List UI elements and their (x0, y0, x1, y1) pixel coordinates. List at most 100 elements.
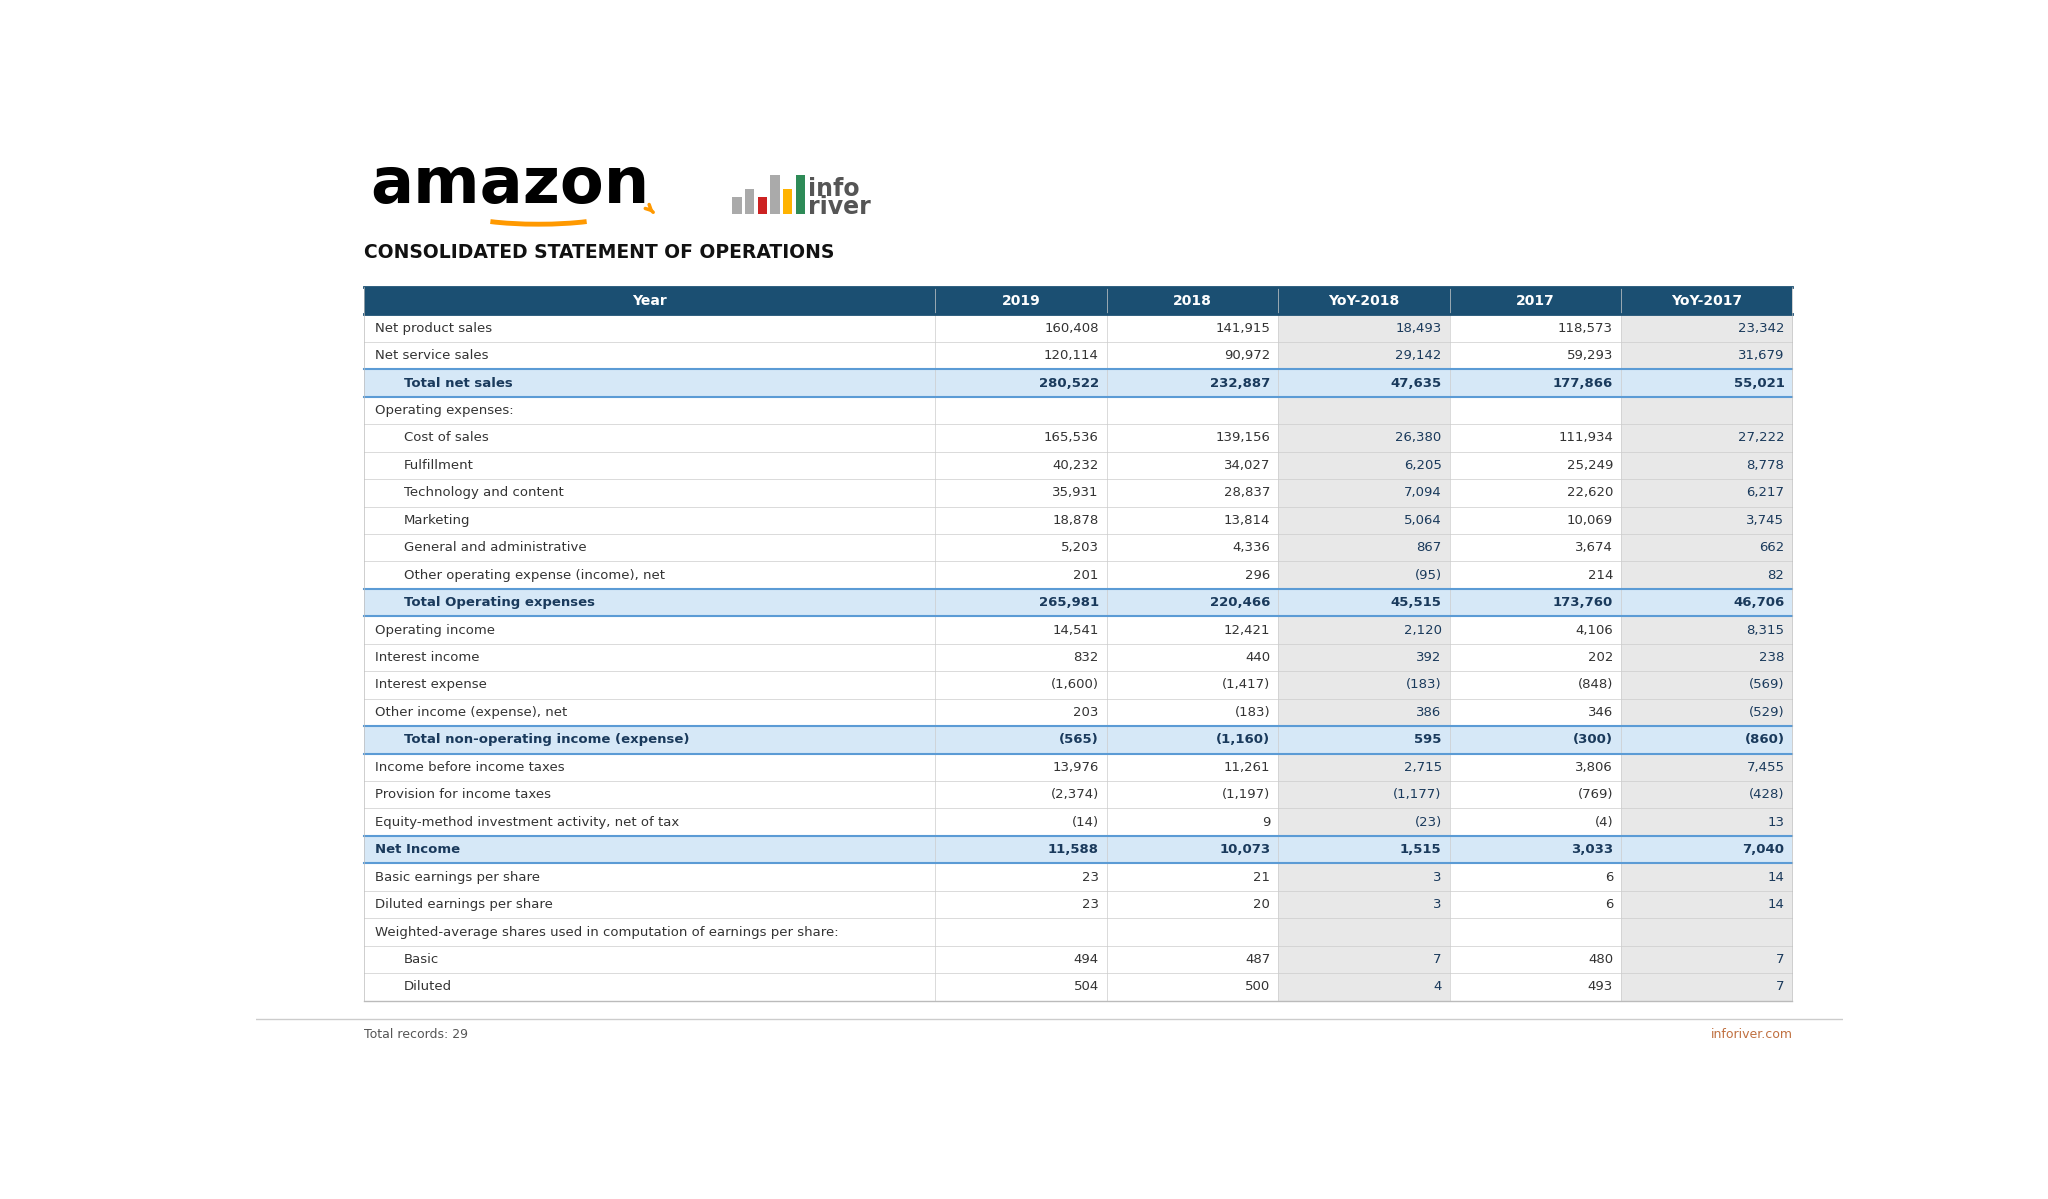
Text: (1,160): (1,160) (1217, 734, 1270, 747)
Bar (1450, 342, 1622, 369)
Bar (1106, 754, 1278, 781)
Text: (529): (529) (1749, 706, 1784, 719)
Bar (365, 369, 936, 397)
Bar (936, 644, 1106, 671)
Text: Total net sales: Total net sales (403, 376, 512, 390)
Bar (1106, 644, 1278, 671)
Bar (1106, 506, 1278, 534)
Text: 392: 392 (1417, 651, 1442, 664)
Bar (1278, 754, 1450, 781)
Text: 23: 23 (1081, 870, 1100, 884)
Text: 2,120: 2,120 (1403, 623, 1442, 637)
Text: 165,536: 165,536 (1044, 432, 1100, 445)
Text: Fulfillment: Fulfillment (403, 459, 473, 472)
Text: Technology and content: Technology and content (403, 487, 563, 499)
Text: 2017: 2017 (1516, 294, 1554, 308)
Text: 23: 23 (1081, 898, 1100, 911)
Text: 8,315: 8,315 (1747, 623, 1784, 637)
Bar (1622, 836, 1792, 863)
Text: 346: 346 (1587, 706, 1614, 719)
Text: 7: 7 (1434, 953, 1442, 966)
Text: 26,380: 26,380 (1395, 432, 1442, 445)
Text: 5,064: 5,064 (1403, 514, 1442, 526)
Text: (95): (95) (1415, 568, 1442, 582)
Text: 867: 867 (1417, 541, 1442, 554)
Bar (1622, 808, 1792, 836)
Bar (936, 369, 1106, 397)
Bar (1450, 699, 1622, 727)
Bar (1106, 671, 1278, 699)
Text: 2,715: 2,715 (1403, 761, 1442, 773)
Text: 6,217: 6,217 (1747, 487, 1784, 499)
Text: 493: 493 (1587, 981, 1614, 994)
Text: 595: 595 (1415, 734, 1442, 747)
Text: 6: 6 (1606, 870, 1614, 884)
Text: CONSOLIDATED STATEMENT OF OPERATIONS: CONSOLIDATED STATEMENT OF OPERATIONS (365, 243, 834, 263)
Bar (936, 699, 1106, 727)
Bar (1622, 671, 1792, 699)
Bar (936, 891, 1106, 918)
Bar (365, 424, 936, 452)
Bar (936, 836, 1106, 863)
Bar (365, 644, 936, 671)
Bar (1106, 808, 1278, 836)
Bar (936, 781, 1106, 808)
Text: 7,040: 7,040 (1743, 843, 1784, 856)
Bar (365, 808, 936, 836)
Text: Provision for income taxes: Provision for income taxes (375, 788, 551, 801)
Bar (1450, 287, 1622, 314)
Text: Weighted-average shares used in computation of earnings per share:: Weighted-average shares used in computat… (375, 926, 840, 939)
Text: Operating income: Operating income (375, 623, 496, 637)
Text: 120,114: 120,114 (1044, 349, 1100, 362)
Text: 7,094: 7,094 (1403, 487, 1442, 499)
Bar (1278, 424, 1450, 452)
Bar (936, 727, 1106, 754)
Bar (365, 480, 936, 506)
Text: Total non-operating income (expense): Total non-operating income (expense) (403, 734, 688, 747)
Bar (1450, 836, 1622, 863)
Bar (1106, 781, 1278, 808)
Bar (365, 727, 936, 754)
Text: Interest income: Interest income (375, 651, 479, 664)
Text: info: info (809, 177, 860, 201)
Text: Other income (expense), net: Other income (expense), net (375, 706, 567, 719)
Bar (1278, 974, 1450, 1001)
Text: Basic earnings per share: Basic earnings per share (375, 870, 541, 884)
Text: 173,760: 173,760 (1552, 596, 1614, 609)
Text: (300): (300) (1573, 734, 1614, 747)
Text: 202: 202 (1587, 651, 1614, 664)
Text: 45,515: 45,515 (1391, 596, 1442, 609)
Bar (1106, 918, 1278, 946)
Bar (1106, 616, 1278, 644)
Text: Operating expenses:: Operating expenses: (375, 404, 514, 417)
Bar (1106, 699, 1278, 727)
Bar (1106, 589, 1278, 616)
Bar (365, 342, 936, 369)
Bar (1450, 397, 1622, 424)
Bar (1622, 314, 1792, 342)
Text: 59,293: 59,293 (1567, 349, 1614, 362)
Bar (1622, 369, 1792, 397)
Bar (1450, 644, 1622, 671)
Bar (1278, 808, 1450, 836)
Bar (1278, 397, 1450, 424)
Text: 20: 20 (1253, 898, 1270, 911)
Text: 21: 21 (1253, 870, 1270, 884)
Text: 3: 3 (1434, 870, 1442, 884)
Bar (1622, 754, 1792, 781)
Text: 7,455: 7,455 (1747, 761, 1784, 773)
Text: 13,814: 13,814 (1225, 514, 1270, 526)
Text: 1,515: 1,515 (1401, 843, 1442, 856)
Bar (1278, 452, 1450, 480)
Text: Income before income taxes: Income before income taxes (375, 761, 565, 773)
Bar (1106, 314, 1278, 342)
Text: 6: 6 (1606, 898, 1614, 911)
Text: 118,573: 118,573 (1559, 321, 1614, 335)
Text: Basic: Basic (403, 953, 438, 966)
Bar (1106, 534, 1278, 561)
Bar (1622, 342, 1792, 369)
Text: 832: 832 (1073, 651, 1100, 664)
Bar (1450, 946, 1622, 974)
Text: General and administrative: General and administrative (403, 541, 586, 554)
Text: 13: 13 (1767, 815, 1784, 829)
